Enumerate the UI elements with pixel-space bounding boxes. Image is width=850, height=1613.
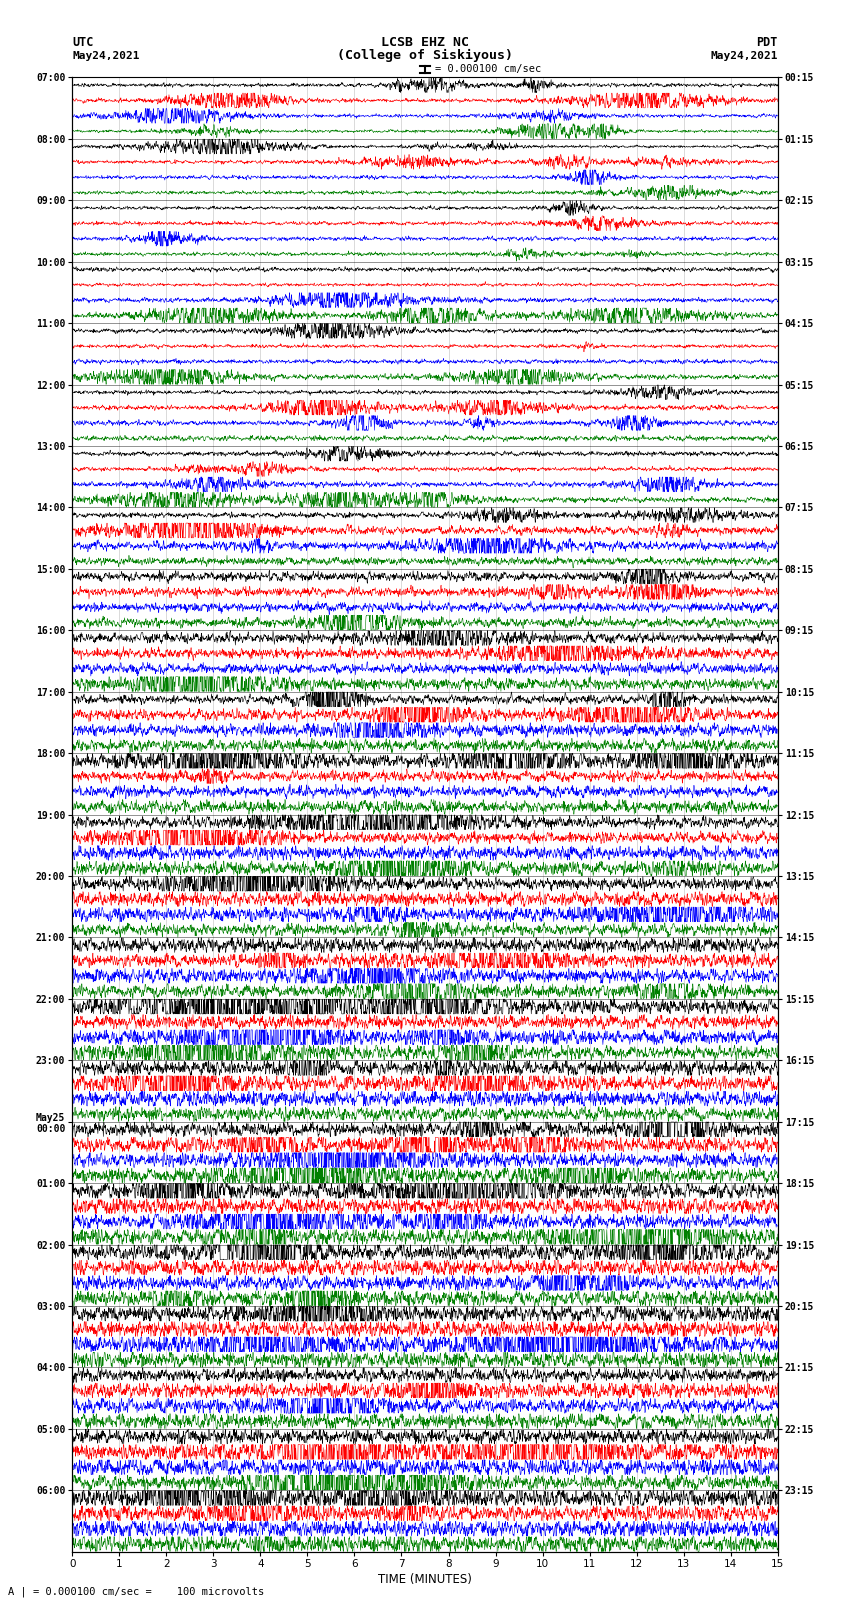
- Text: PDT: PDT: [756, 35, 778, 50]
- Text: LCSB EHZ NC: LCSB EHZ NC: [381, 35, 469, 50]
- Text: May24,2021: May24,2021: [72, 50, 139, 61]
- Text: = 0.000100 cm/sec: = 0.000100 cm/sec: [435, 65, 541, 74]
- Text: A | = 0.000100 cm/sec =    100 microvolts: A | = 0.000100 cm/sec = 100 microvolts: [8, 1587, 264, 1597]
- X-axis label: TIME (MINUTES): TIME (MINUTES): [378, 1573, 472, 1586]
- Text: May24,2021: May24,2021: [711, 50, 778, 61]
- Text: (College of Siskiyous): (College of Siskiyous): [337, 48, 513, 63]
- Text: UTC: UTC: [72, 35, 94, 50]
